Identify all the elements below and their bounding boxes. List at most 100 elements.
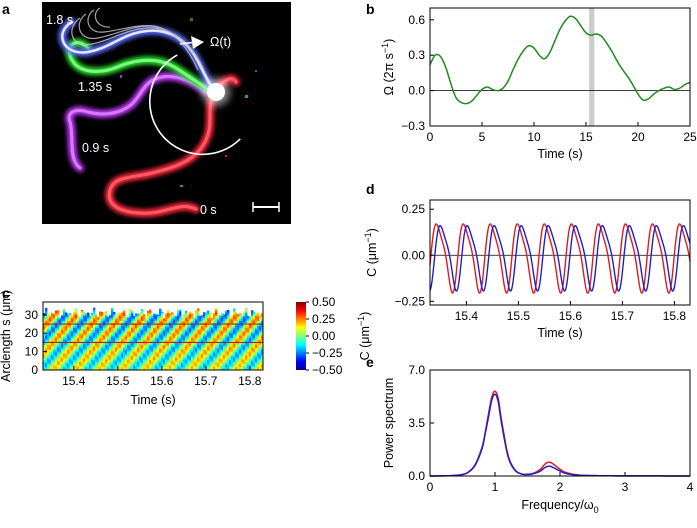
heatmap-cell	[191, 319, 194, 322]
heatmap-cell	[139, 329, 142, 332]
heatmap-cell	[75, 351, 78, 354]
heatmap-cell	[201, 342, 204, 345]
heatmap-cell	[103, 339, 106, 342]
heatmap-cell	[63, 319, 66, 322]
heatmap-cell	[79, 332, 82, 335]
heatmap-cell	[137, 363, 140, 366]
heatmap-cell	[127, 329, 130, 332]
heatmap-cell	[225, 329, 228, 332]
heatmap-cell	[179, 319, 182, 322]
heatmap-cell	[95, 351, 98, 354]
heatmap-cell	[57, 359, 60, 362]
heatmap-cell	[113, 351, 116, 354]
heatmap-cell	[195, 356, 198, 359]
heatmap-cell	[233, 336, 236, 339]
heatmap-cell	[173, 324, 176, 327]
heatmap-cell	[193, 363, 196, 366]
heatmap-cell	[245, 353, 248, 356]
heatmap-cell	[147, 349, 150, 352]
heatmap-cell	[143, 366, 146, 369]
heatmap-cell	[157, 347, 160, 350]
heatmap-cell	[253, 358, 256, 361]
heatmap-cell	[239, 336, 242, 339]
heatmap-cell	[227, 320, 230, 323]
heatmap-cell	[47, 314, 50, 316]
y-tick-label: −0.25	[395, 294, 426, 308]
heatmap-cell	[137, 354, 140, 357]
heatmap-cell	[187, 353, 190, 356]
heatmap-cell	[197, 329, 200, 332]
heatmap-cell	[249, 317, 252, 320]
heatmap-cell	[237, 336, 240, 339]
heatmap-cell	[171, 342, 174, 345]
heatmap-cell	[81, 364, 84, 367]
heatmap-cell	[241, 320, 244, 323]
heatmap-cell	[237, 358, 240, 361]
heatmap-cell	[197, 368, 200, 371]
heatmap-cell	[83, 334, 86, 337]
heatmap-cell	[153, 313, 156, 315]
heatmap-cell	[85, 353, 88, 356]
heatmap-cell	[159, 366, 162, 369]
heatmap-cell	[193, 366, 196, 369]
heatmap-cell	[239, 322, 242, 325]
heatmap-cell	[73, 320, 76, 323]
heatmap-cell	[79, 354, 82, 357]
heatmap-cell	[75, 354, 78, 357]
heatmap-cell	[91, 359, 94, 362]
heatmap-cell	[107, 334, 110, 337]
heatmap-cell	[249, 346, 252, 349]
heatmap-cell	[63, 361, 66, 364]
heatmap-cell	[69, 334, 72, 337]
heatmap-cell	[137, 320, 140, 323]
heatmap-cell	[223, 366, 226, 369]
heatmap-cell	[201, 364, 204, 367]
heatmap-cell	[237, 344, 240, 347]
heatmap-cell	[195, 339, 198, 342]
heatmap-cell	[45, 317, 48, 320]
heatmap-cell	[73, 313, 76, 316]
heatmap-cell	[55, 336, 58, 339]
heatmap-cell	[93, 359, 96, 362]
heatmap-cell	[131, 349, 134, 352]
heatmap-cell	[163, 336, 166, 339]
plot-frame	[429, 7, 691, 127]
heatmap-cell	[65, 332, 68, 335]
heatmap-cell	[69, 332, 72, 335]
heatmap-cell	[111, 363, 114, 366]
heatmap-cell	[165, 339, 168, 342]
heatmap-cell	[47, 336, 50, 339]
heatmap-cell	[175, 349, 178, 352]
x-axis-label: Time (s)	[537, 326, 582, 340]
heatmap-cell	[255, 332, 258, 335]
heatmap-cell	[243, 342, 246, 345]
heatmap-cell	[241, 347, 244, 350]
heatmap-cell	[147, 353, 150, 356]
heatmap-cell	[45, 358, 48, 361]
heatmap-cell	[99, 351, 102, 354]
heatmap-cell	[253, 361, 256, 364]
heatmap-cell	[211, 325, 214, 328]
heatmap-cell	[93, 327, 96, 330]
heatmap-cell	[139, 327, 142, 330]
heatmap-cell	[139, 342, 142, 345]
heatmap-cell	[241, 337, 244, 340]
heatmap-cell	[163, 318, 166, 320]
heatmap-cell	[215, 339, 218, 342]
heatmap-cell	[77, 363, 80, 366]
heatmap-cell	[201, 349, 204, 352]
heatmap-cell	[71, 319, 74, 322]
heatmap-cell	[191, 354, 194, 357]
heatmap-cell	[139, 363, 142, 366]
heatmap-cell	[161, 351, 164, 354]
heatmap-cell	[159, 325, 162, 328]
heatmap-cell	[179, 366, 182, 369]
heatmap-cell	[197, 359, 200, 362]
heatmap-cell	[59, 342, 62, 345]
heatmap-cell	[137, 358, 140, 361]
heatmap-cell	[137, 337, 140, 340]
heatmap-cell	[229, 344, 232, 347]
heatmap-cell	[57, 325, 60, 328]
heatmap-cell	[181, 339, 184, 342]
heatmap-cell	[131, 325, 134, 328]
